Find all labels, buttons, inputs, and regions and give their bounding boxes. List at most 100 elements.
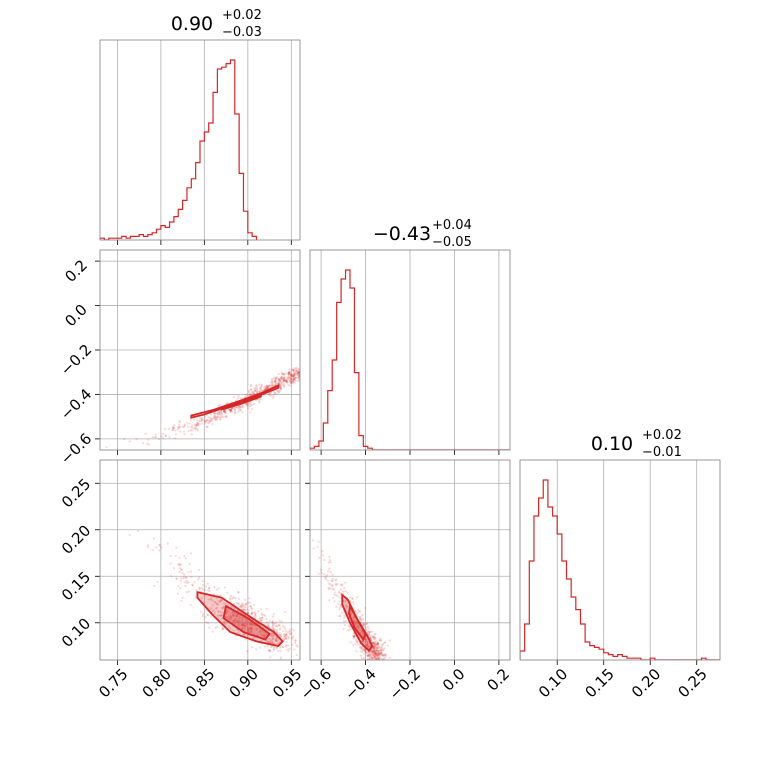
- scatter-point: [190, 433, 193, 436]
- scatter-point: [378, 649, 381, 652]
- scatter-point: [376, 642, 379, 646]
- scatter-point: [271, 635, 274, 638]
- scatter-point: [374, 653, 378, 656]
- x-tick-label: 0.80: [139, 665, 175, 701]
- scatter-point: [209, 598, 212, 601]
- scatter-point: [368, 657, 371, 660]
- panel-title-median: 0.10: [591, 433, 633, 455]
- scatter-point: [218, 412, 221, 415]
- scatter-point: [163, 428, 166, 431]
- scatter-point: [363, 661, 365, 663]
- scatter-point: [294, 379, 297, 382]
- scatter-point: [232, 614, 235, 617]
- scatter-point: [321, 554, 325, 557]
- scatter-point: [275, 628, 279, 631]
- scatter-point: [289, 370, 292, 373]
- scatter-point: [254, 386, 258, 389]
- scatter-point: [324, 577, 327, 581]
- scatter-point: [277, 377, 280, 381]
- scatter-point: [365, 654, 368, 657]
- scatter-point: [370, 651, 374, 655]
- scatter-point: [291, 379, 294, 382]
- scatter-point: [229, 410, 232, 414]
- scatter-point: [223, 409, 226, 412]
- scatter-point: [296, 379, 300, 383]
- scatter-point: [178, 567, 181, 570]
- scatter-point: [277, 623, 281, 627]
- scatter-point: [363, 652, 366, 656]
- scatter-point: [291, 375, 294, 378]
- scatter-point: [259, 617, 262, 620]
- scatter-point: [172, 424, 176, 427]
- scatter-point: [287, 373, 290, 376]
- scatter-point: [260, 383, 264, 386]
- scatter-point: [197, 576, 201, 579]
- scatter-point: [372, 648, 376, 651]
- scatter-point: [369, 636, 372, 640]
- scatter-point: [357, 609, 360, 612]
- scatter-point: [244, 605, 247, 609]
- scatter-point: [276, 630, 279, 633]
- scatter-point: [294, 377, 297, 380]
- scatter-point: [234, 597, 237, 600]
- scatter-point: [214, 600, 217, 604]
- scatter-point: [342, 599, 345, 602]
- scatter-point: [374, 655, 377, 658]
- scatter-point: [238, 605, 241, 609]
- scatter-point: [385, 664, 387, 666]
- scatter-point: [327, 561, 330, 564]
- scatter-point: [329, 570, 332, 574]
- scatter-point: [283, 376, 286, 380]
- scatter-point: [368, 645, 371, 648]
- scatter-point: [292, 369, 295, 373]
- scatter-point: [280, 377, 283, 380]
- scatter-point: [369, 657, 372, 660]
- scatter-point: [183, 425, 186, 429]
- scatter-point: [258, 390, 261, 394]
- scatter-point: [250, 627, 253, 630]
- scatter-point: [388, 639, 392, 642]
- histogram-step-line: [520, 479, 720, 660]
- scatter-point: [374, 643, 377, 646]
- scatter-point: [379, 651, 382, 654]
- x-tick-label: −0.2: [386, 665, 424, 703]
- scatter-point: [375, 669, 377, 671]
- scatter-point: [292, 368, 295, 372]
- scatter-point: [273, 628, 277, 632]
- scatter-point: [383, 668, 385, 670]
- panel-title-plus: +0.02: [222, 8, 262, 23]
- scatter-point: [206, 622, 210, 625]
- scatter-point: [265, 387, 268, 390]
- scatter-point: [373, 650, 376, 653]
- scatter-point: [295, 653, 298, 657]
- scatter-point: [288, 628, 291, 632]
- scatter-point: [235, 628, 239, 631]
- scatter-point: [227, 625, 230, 628]
- scatter-point: [178, 423, 181, 426]
- y-tick-label: 0.25: [58, 475, 94, 511]
- scatter-point: [250, 606, 253, 610]
- scatter-point: [282, 379, 285, 382]
- scatter-point: [189, 570, 193, 573]
- scatter-point: [369, 655, 373, 658]
- scatter-point: [290, 381, 293, 385]
- scatter-point: [215, 606, 219, 610]
- scatter-point: [375, 647, 378, 650]
- scatter-point: [349, 600, 352, 603]
- scatter-point: [324, 576, 327, 579]
- scatter-point: [289, 630, 292, 633]
- scatter-point: [303, 373, 305, 375]
- scatter-point: [293, 374, 296, 377]
- scatter-point: [206, 589, 209, 592]
- scatter-point: [272, 627, 275, 631]
- scatter-point: [250, 612, 254, 615]
- scatter-point: [201, 615, 204, 618]
- scatter-point: [228, 615, 231, 618]
- scatter-point: [372, 650, 375, 653]
- scatter-point: [372, 649, 375, 652]
- scatter-point: [359, 654, 362, 657]
- scatter-point: [274, 381, 277, 385]
- scatter-point: [300, 380, 302, 382]
- scatter-point: [157, 437, 160, 441]
- scatter-point: [379, 660, 381, 662]
